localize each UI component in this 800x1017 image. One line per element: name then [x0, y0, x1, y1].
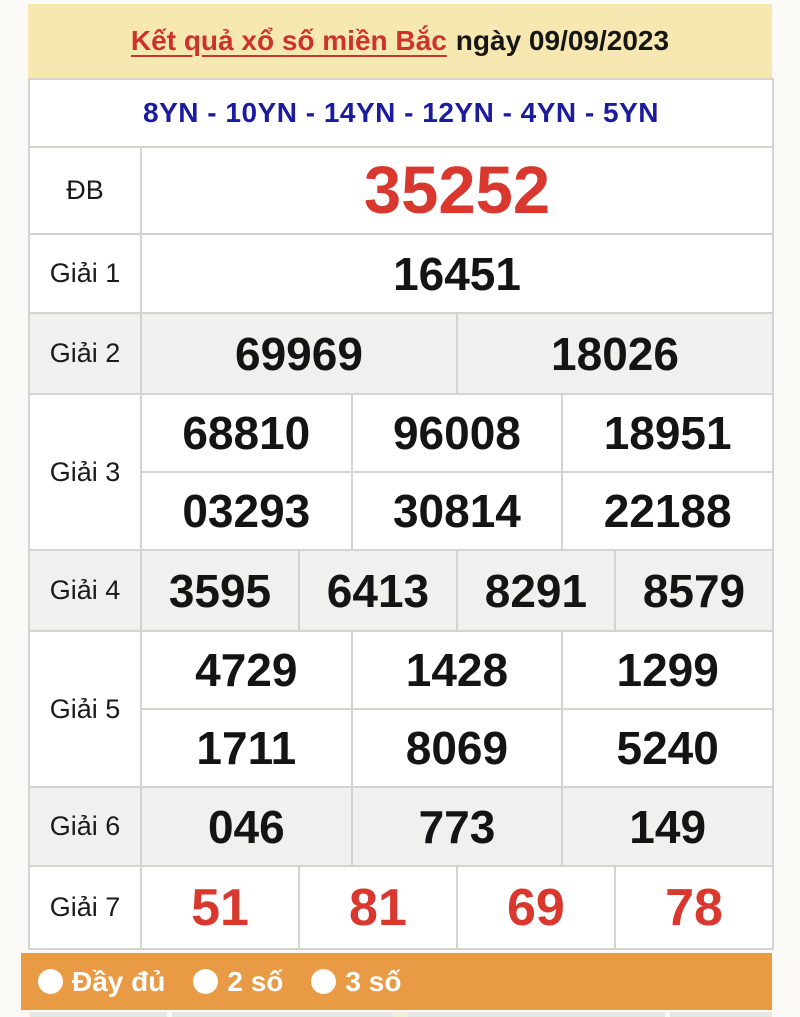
- prize-number: 773: [350, 786, 564, 867]
- filter-option-full[interactable]: Đầy đủ: [38, 966, 165, 998]
- next-table-cell-edge: [408, 1012, 665, 1017]
- next-table-notch: [393, 1012, 408, 1017]
- prize-row-7: Giải 7 51 81 69 78: [28, 865, 775, 950]
- filter-bar: Đầy đủ 2 số 3 số: [21, 953, 772, 1010]
- next-table-edge: [0, 1012, 800, 1017]
- prize-number: 96008: [350, 393, 564, 473]
- prize-number: 3595: [140, 549, 300, 632]
- draw-codes: 8YN - 10YN - 14YN - 12YN - 4YN - 5YN: [27, 78, 775, 148]
- prize-row-5b: 1711 8069 5240: [29, 708, 775, 788]
- filter-option-label: Đầy đủ: [72, 965, 166, 997]
- prize-number: 30814: [350, 471, 564, 551]
- prize-number: 8579: [613, 549, 775, 632]
- draw-date: ngày 09/09/2023: [455, 25, 670, 56]
- prize-row-1: Giải 1 16451: [28, 233, 775, 314]
- filter-option-3-digits[interactable]: 3 số: [311, 966, 401, 998]
- prize-row-2: Giải 2 69969 18026: [28, 312, 775, 395]
- prize-row-3b: 03293 30814 22188: [29, 471, 775, 551]
- prize-number: 69969: [140, 312, 458, 395]
- prize-number: 6413: [297, 549, 458, 632]
- prize-number: 18951: [561, 393, 775, 473]
- prize-number: 68810: [140, 393, 353, 473]
- prize-number: 69: [455, 865, 616, 950]
- prize-number: 22188: [561, 471, 775, 551]
- prize-number: 18026: [455, 312, 775, 395]
- title-bar: Kết quả xổ số miền Bắc ngày 09/09/2023: [28, 4, 772, 78]
- prize-number: 5240: [561, 708, 775, 788]
- prize-label: Giải 7: [28, 865, 142, 950]
- prize-label: ĐB: [28, 146, 142, 235]
- prize-row-db: ĐB 35252: [28, 146, 775, 235]
- radio-icon[interactable]: [193, 969, 219, 994]
- prize-label: Giải 2: [28, 312, 142, 395]
- filter-option-label: 3 số: [345, 965, 402, 997]
- prize-label: Giải 4: [28, 549, 142, 632]
- prize-label: Giải 6: [28, 786, 142, 867]
- prize-number: 1711: [140, 708, 353, 788]
- next-table-cell-edge: [670, 1012, 772, 1017]
- prize-number: 16451: [139, 233, 775, 314]
- prize-number: 8291: [455, 549, 616, 632]
- prize-number: 1299: [561, 630, 775, 710]
- prize-number: 1428: [350, 630, 564, 710]
- prize-row-5a: Giải 5 4729 1428 1299: [28, 630, 775, 788]
- filter-option-label: 2 số: [227, 965, 284, 997]
- draw-codes-row: 8YN - 10YN - 14YN - 12YN - 4YN - 5YN: [27, 78, 775, 148]
- prize-row-3a: Giải 3 68810 96008 18951: [28, 393, 775, 551]
- prize-number: 4729: [140, 630, 353, 710]
- prize-label: Giải 1: [28, 233, 142, 314]
- prize-number: 149: [561, 786, 775, 867]
- prize-row-4: Giải 4 3595 6413 8291 8579: [28, 549, 775, 632]
- prize-number: 51: [140, 865, 300, 950]
- prize-number: 046: [140, 786, 353, 867]
- prize-number: 35252: [139, 146, 775, 235]
- prize-number: 78: [613, 865, 775, 950]
- prize-label: Giải 5: [28, 630, 142, 788]
- prize-label: Giải 3: [28, 393, 142, 551]
- radio-icon[interactable]: [38, 969, 63, 994]
- prize-number: 03293: [140, 471, 353, 551]
- next-table-cell-edge: [172, 1012, 393, 1017]
- radio-icon[interactable]: [311, 969, 337, 994]
- next-table-cell-edge: [30, 1012, 167, 1017]
- filter-option-2-digits[interactable]: 2 số: [193, 966, 283, 998]
- results-table: 8YN - 10YN - 14YN - 12YN - 4YN - 5YN ĐB …: [27, 78, 775, 950]
- results-content: Kết quả xổ số miền Bắc ngày 09/09/2023 8…: [27, 4, 775, 950]
- prize-number: 8069: [350, 708, 564, 788]
- page-title[interactable]: Kết quả xổ số miền Bắc: [130, 25, 447, 56]
- prize-number: 81: [297, 865, 458, 950]
- prize-row-6: Giải 6 046 773 149: [28, 786, 775, 867]
